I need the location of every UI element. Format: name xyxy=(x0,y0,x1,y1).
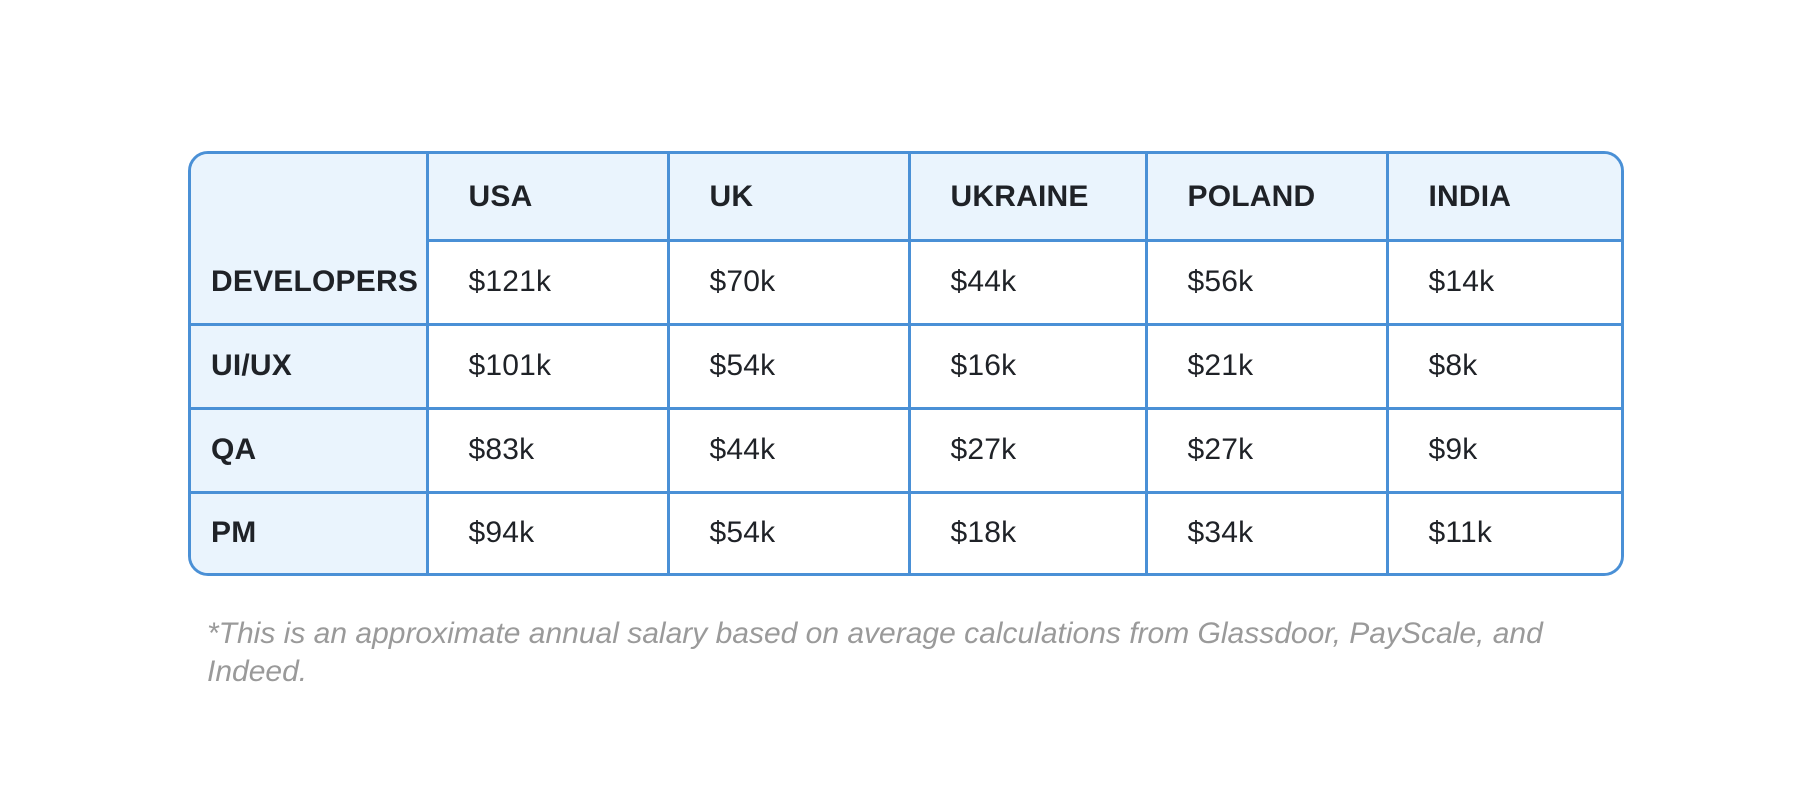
header-row: USA UK UKRAINE POLAND INDIA xyxy=(191,154,1621,241)
table-cell: $8k xyxy=(1385,322,1621,410)
corner-cell xyxy=(191,154,429,241)
table-cell: $56k xyxy=(1144,239,1389,326)
footnote: *This is an approximate annual salary ba… xyxy=(207,617,1543,688)
table-row-qa: QA $83k $44k $27k $27k $9k xyxy=(191,406,1621,494)
table-row-ui-ux: UI/UX $101k $54k $16k $21k $8k xyxy=(191,322,1621,410)
table-cell: $94k xyxy=(425,490,670,573)
column-header-india: INDIA xyxy=(1385,154,1621,241)
table-cell: $18k xyxy=(907,490,1148,573)
table-cell: $70k xyxy=(666,239,911,326)
table-cell: $44k xyxy=(907,239,1148,326)
row-header: UI/UX xyxy=(191,322,429,410)
table-cell: $16k xyxy=(907,322,1148,410)
salary-table: USA UK UKRAINE POLAND INDIA DEVELOPERS $… xyxy=(191,154,1621,573)
table-cell: $44k xyxy=(666,406,911,494)
table-cell: $27k xyxy=(1144,406,1389,494)
column-header-usa: USA xyxy=(425,154,670,241)
table-cell: $34k xyxy=(1144,490,1389,573)
table-row-developers: DEVELOPERS $121k $70k $44k $56k $14k xyxy=(191,239,1621,326)
table-cell: $54k xyxy=(666,322,911,410)
row-header: QA xyxy=(191,406,429,494)
row-header: DEVELOPERS xyxy=(191,240,429,326)
salary-table-container: USA UK UKRAINE POLAND INDIA DEVELOPERS $… xyxy=(188,151,1624,576)
table-cell: $21k xyxy=(1144,322,1389,410)
row-header: PM xyxy=(191,490,429,573)
table-cell: $54k xyxy=(666,490,911,573)
table-cell: $11k xyxy=(1385,490,1621,573)
table-cell: $14k xyxy=(1385,239,1621,326)
table-row-pm: PM $94k $54k $18k $34k $11k xyxy=(191,490,1621,573)
table-cell: $83k xyxy=(425,406,670,494)
column-header-ukraine: UKRAINE xyxy=(907,154,1148,241)
table-cell: $27k xyxy=(907,406,1148,494)
table-cell: $121k xyxy=(425,239,670,326)
table-cell: $9k xyxy=(1385,406,1621,494)
column-header-uk: UK xyxy=(666,154,911,241)
column-header-poland: POLAND xyxy=(1144,154,1389,241)
table-cell: $101k xyxy=(425,322,670,410)
